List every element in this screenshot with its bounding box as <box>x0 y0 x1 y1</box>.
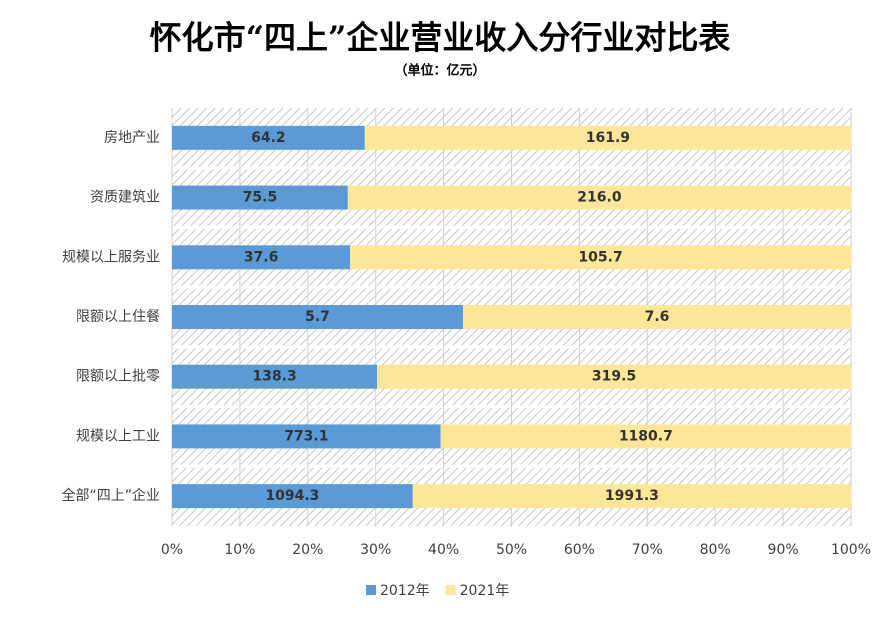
legend-swatch <box>366 585 376 595</box>
data-label: 773.1 <box>284 428 328 444</box>
y-tick-label: 房地产业 <box>104 130 160 146</box>
bar-segment <box>172 305 463 329</box>
bar-segment <box>440 424 851 449</box>
legend-label: 2012年 <box>380 583 430 599</box>
y-tick-label: 规模以上工业 <box>76 428 160 444</box>
data-label: 105.7 <box>578 249 622 265</box>
x-tick-label: 100% <box>831 542 871 558</box>
data-label: 5.7 <box>305 309 330 325</box>
data-label: 37.6 <box>244 249 279 265</box>
legend-label: 2021年 <box>460 583 510 599</box>
chart-title: 怀化市“四上”企业营业收入分行业对比表 <box>150 19 731 57</box>
x-tick-label: 50% <box>496 542 527 558</box>
data-label: 7.6 <box>645 309 670 325</box>
bar-segment <box>172 125 365 150</box>
data-label: 216.0 <box>577 190 622 206</box>
data-label: 161.9 <box>586 130 630 146</box>
bar-segment <box>172 484 413 509</box>
bar-segment <box>172 185 348 210</box>
x-tick-label: 0% <box>161 542 183 558</box>
data-label: 75.5 <box>243 190 278 206</box>
bar-segment <box>377 364 851 389</box>
data-label: 138.3 <box>252 369 296 385</box>
data-label: 319.5 <box>592 369 636 385</box>
bar-segment <box>412 484 851 509</box>
x-tick-label: 30% <box>360 542 391 558</box>
bar-segment <box>347 185 851 210</box>
y-tick-label: 规模以上服务业 <box>62 249 160 265</box>
bar-segment <box>364 125 851 150</box>
y-tick-label: 限额以上住餐 <box>76 309 160 325</box>
data-label: 1991.3 <box>605 488 659 504</box>
x-tick-label: 70% <box>632 542 663 558</box>
bar-segment <box>463 305 851 329</box>
y-tick-label: 限额以上批零 <box>76 369 160 385</box>
x-tick-label: 40% <box>428 542 459 558</box>
bar-segment <box>172 245 351 270</box>
data-label: 1180.7 <box>619 428 673 444</box>
bar-segment <box>350 245 851 270</box>
x-tick-label: 10% <box>224 542 255 558</box>
chart-subtitle: （单位：亿元） <box>394 63 485 79</box>
y-tick-label: 资质建筑业 <box>90 190 160 206</box>
y-tick-label: 全部“四上”企业 <box>61 487 160 504</box>
x-tick-label: 80% <box>700 542 731 558</box>
bar-segment <box>172 424 441 449</box>
x-tick-label: 20% <box>292 542 323 558</box>
x-tick-label: 60% <box>564 542 595 558</box>
legend-swatch <box>445 585 456 595</box>
bar-segment <box>172 364 378 389</box>
data-label: 1094.3 <box>265 488 319 504</box>
x-tick-label: 90% <box>768 542 799 558</box>
data-label: 64.2 <box>251 130 286 146</box>
